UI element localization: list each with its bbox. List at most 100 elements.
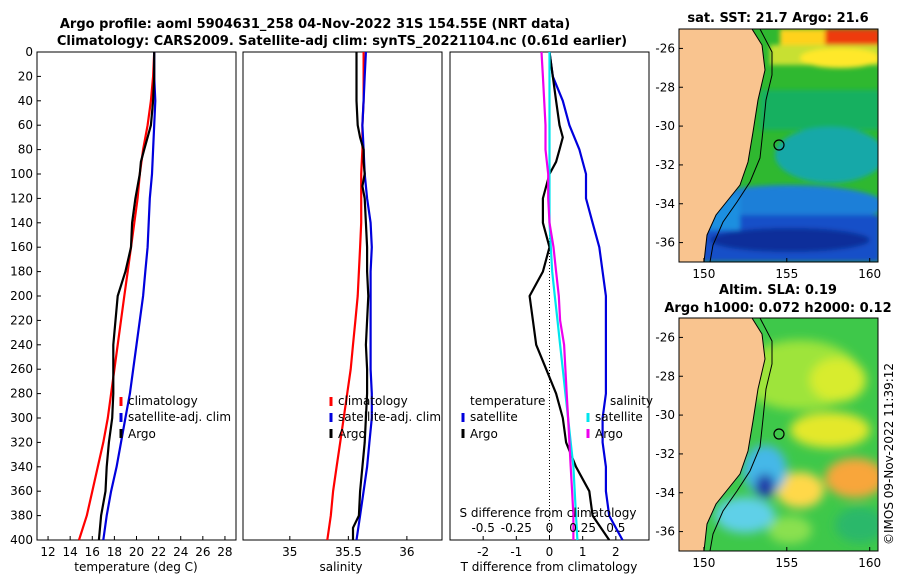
legend-label-argo: Argo [338,427,366,441]
map-y-tick-label: -34 [655,486,675,500]
series-argo [351,52,370,540]
y-tick-label: 80 [18,143,33,157]
sla-map-frame [678,317,879,552]
map-y-tick-label: -36 [655,236,675,250]
y-tick-label: 60 [18,118,33,132]
legend-label-t-satellite: satellite [470,410,518,424]
map-y-tick-label: -36 [655,525,675,539]
y-tick-label: 300 [10,411,33,425]
y-tick-label: 180 [10,265,33,279]
series-climatology [77,51,156,541]
map-y-tick-label: -28 [655,369,675,383]
copyright-stamp: ©IMOS 09-Nov-2022 11:39:12 [882,363,896,545]
sla-map-title-line1: Altim. SLA: 0.19 [719,283,837,298]
legend-label-t-argo: Argo [470,427,498,441]
sla-map: Altim. SLA: 0.19 Argo h1000: 0.072 h2000… [655,283,891,570]
x-tick-label: 12 [40,545,55,559]
temperature-plot-frame [36,51,237,541]
temperature-plot: 12 14 16 18 20 22 24 26 28 [40,51,233,559]
s-diff-tick-label: -0.5 [471,521,494,535]
figure-title-line2: Climatology: CARS2009. Satellite-adj cli… [57,34,627,49]
series-s-satellite [548,52,579,541]
difference-plot: -2 -1 0 1 2 -0.5 -0.25 0 0.25 0.5 [471,51,625,559]
x-tick-label: 16 [85,545,100,559]
map-x-tick-label: 155 [775,556,798,570]
sla-land [679,318,766,551]
y-tick-label: 280 [10,387,33,401]
legend-label-satellite: satellite-adj. clim [128,410,231,424]
s-diff-tick-label: 0.5 [606,521,625,535]
sst-map-title: sat. SST: 21.7 Argo: 21.6 [687,11,868,26]
map-x-tick-label: 150 [692,556,715,570]
series-t-satellite [548,51,624,541]
s-diff-tick-label: 0.25 [569,521,596,535]
x-tick-label: 35.5 [335,545,362,559]
x-tick-label: 20 [129,545,144,559]
map-x-tick-label: 150 [692,267,715,281]
x-tick-label: 28 [217,545,232,559]
map-x-tick-label: 155 [775,267,798,281]
sst-map: sat. SST: 21.7 Argo: 21.6 150 155 160 -26 -2… [655,11,881,281]
temperature-legend: climatology satellite-adj. clim Argo [119,394,231,441]
y-tick-label: 360 [10,484,33,498]
series-s-argo [540,51,575,540]
series-satellite-adj-clim [355,51,373,541]
map-x-tick-label: 160 [858,267,881,281]
sla-shelf-contour [709,318,773,551]
legend-label-s-satellite: satellite [595,410,643,424]
map-y-tick-label: -34 [655,197,675,211]
x-tick-label: 2 [612,545,620,559]
y-tick-label: 200 [10,289,33,303]
sst-land [679,29,766,262]
salinity-legend: climatology satellite-adj. clim Argo [329,394,441,441]
sst-argo-marker [773,139,785,151]
map-x-tick-label: 160 [858,556,881,570]
map-y-tick-label: -32 [655,158,675,172]
legend-title-temperature: temperature [470,394,545,408]
salinity-plot-frame [242,51,443,541]
map-y-tick-label: -28 [655,80,675,94]
legend-label-s-argo: Argo [595,427,623,441]
sst-map-frame [678,28,879,263]
map-y-tick-label: -26 [655,41,675,55]
y-tick-label: 340 [10,460,33,474]
salinity-plot: 35 35.5 36 [282,51,415,559]
legend-label-satellite: satellite-adj. clim [338,410,441,424]
sla-map-title-line2: Argo h1000: 0.072 h2000: 0.12 [664,301,891,316]
x-tick-label: 26 [195,545,210,559]
sla-argo-marker [773,428,785,440]
sst-shelf-contour [709,29,773,262]
legend-label-argo: Argo [128,427,156,441]
salinity-xlabel: salinity [319,560,362,574]
y-tick-label: 220 [10,313,33,327]
x-tick-label: 14 [63,545,78,559]
x-tick-label: 1 [579,545,587,559]
y-tick-label: 0 [25,45,33,59]
map-y-tick-label: -30 [655,119,675,133]
y-tick-label: 20 [18,69,33,83]
x-tick-label: 18 [107,545,122,559]
x-tick-label: 36 [399,545,414,559]
temperature-xlabel: temperature (deg C) [74,560,197,574]
legend-label-climatology: climatology [128,394,198,408]
y-tick-label: 100 [10,167,33,181]
difference-legend: temperature satellite Argo salinity sate… [461,394,653,441]
figure-title-line1: Argo profile: aoml 5904631_258 04-Nov-20… [60,17,570,32]
s-diff-tick-label: -0.25 [501,521,532,535]
x-tick-label: 24 [173,545,188,559]
y-tick-label: 120 [10,191,33,205]
x-tick-label: -1 [510,545,522,559]
y-tick-label: 140 [10,216,33,230]
x-tick-label: 22 [151,545,166,559]
y-tick-label: 380 [10,509,33,523]
x-tick-label: 35 [282,545,297,559]
difference-xlabel: T difference from climatology [460,560,638,574]
y-tick-label: 160 [10,240,33,254]
y-tick-label: 240 [10,338,33,352]
legend-title-salinity: salinity [610,394,653,408]
x-tick-label: 0 [546,545,554,559]
x-tick-label: -2 [477,545,489,559]
y-tick-label: 400 [10,533,33,547]
series-argo [97,52,156,541]
series-satellite-adj-clim [102,52,157,541]
